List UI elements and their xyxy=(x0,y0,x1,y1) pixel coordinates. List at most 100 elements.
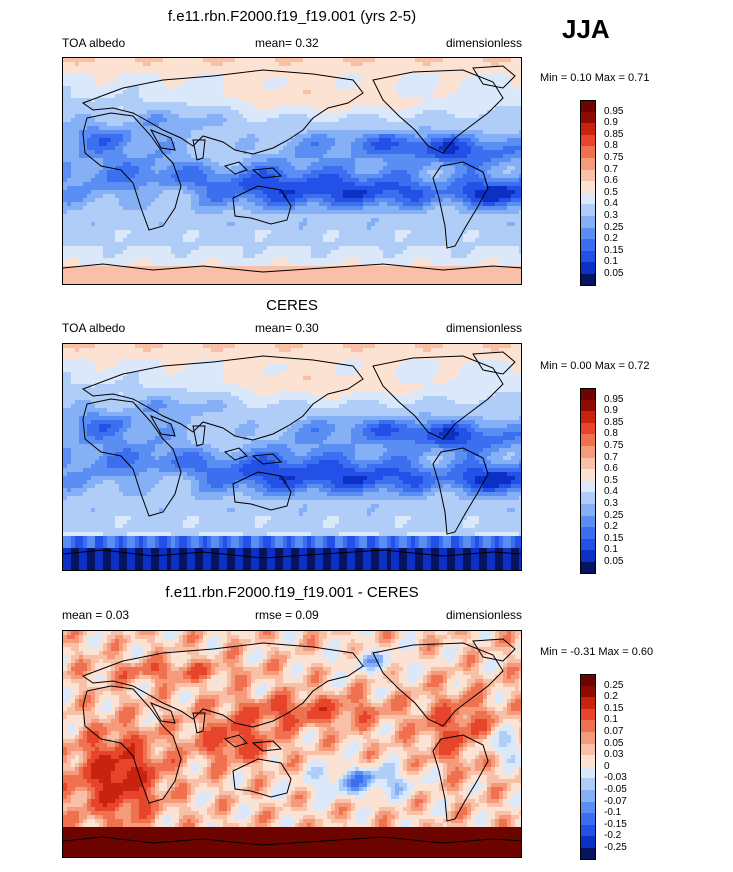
coastline xyxy=(232,471,292,511)
colorbar-tick-label: 0.6 xyxy=(604,463,618,475)
colorbar-box xyxy=(580,399,596,412)
coastline xyxy=(372,69,504,154)
coastline xyxy=(63,549,521,559)
colorbar-frame xyxy=(580,674,596,860)
coastline xyxy=(472,351,516,375)
colorbar-box xyxy=(580,446,596,459)
colorbar-box xyxy=(580,274,596,287)
coastline xyxy=(82,112,182,231)
colorbar-box xyxy=(580,411,596,424)
coastline xyxy=(372,355,504,440)
colorbar-tick-label: 0.25 xyxy=(604,679,624,691)
colorbar-box xyxy=(580,504,596,517)
map-field xyxy=(63,631,521,857)
colorbar-tick-label: -0.03 xyxy=(604,772,627,784)
colorbar-tick-label: 0.15 xyxy=(604,532,624,544)
colorbar-tick-label: -0.1 xyxy=(604,807,622,819)
colorbar-tick-label: 0.2 xyxy=(604,233,618,245)
colorbar-box xyxy=(580,216,596,229)
colorbar-box xyxy=(580,100,596,113)
colorbar-tick-label: 0 xyxy=(604,760,610,772)
colorbar-box xyxy=(580,227,596,240)
colorbar-box xyxy=(580,169,596,182)
colorbar-box xyxy=(580,836,596,849)
colorbar-tick-label: 0.95 xyxy=(604,105,624,117)
colorbar-box xyxy=(580,790,596,803)
coastline xyxy=(432,447,489,535)
coastline xyxy=(223,161,283,179)
coastline xyxy=(372,642,504,727)
map-field xyxy=(63,58,521,284)
colorbar-tick-label: 0.8 xyxy=(604,428,618,440)
colorbar-box xyxy=(580,515,596,528)
mean-label: mean= 0.32 xyxy=(255,36,319,50)
coastline xyxy=(472,638,516,662)
min-max-label: Min = 0.10 Max = 0.71 xyxy=(540,72,650,84)
colorbar-box xyxy=(580,708,596,721)
field-cells xyxy=(63,631,521,857)
coastline xyxy=(432,734,489,822)
colorbar-box xyxy=(580,685,596,698)
colorbar-tick-label: 0.5 xyxy=(604,474,618,486)
colorbar-tick-label: 0.07 xyxy=(604,726,624,737)
colorbar-frame xyxy=(580,100,596,286)
colorbar-box xyxy=(580,697,596,710)
colorbar-box xyxy=(580,778,596,791)
field-cells xyxy=(63,344,521,570)
colorbar-box xyxy=(580,743,596,756)
colorbar-box xyxy=(580,123,596,136)
colorbar-tick-label: -0.2 xyxy=(604,830,622,842)
variable-label: TOA albedo xyxy=(62,36,126,50)
coastline xyxy=(81,642,364,728)
colorbar-box xyxy=(580,158,596,171)
colorbar-tick-label: 0.4 xyxy=(604,486,618,498)
coastline xyxy=(149,129,206,161)
colorbar-tick-label: 0.15 xyxy=(604,244,624,256)
colorbar-tick-label: 0.1 xyxy=(604,714,618,726)
mean-label: mean= 0.30 xyxy=(255,321,319,335)
colorbar-box xyxy=(580,250,596,263)
field-cells xyxy=(63,58,521,284)
rmse-label: rmse = 0.09 xyxy=(255,608,319,622)
colorbar-frame xyxy=(580,388,596,574)
colorbar-box xyxy=(580,457,596,470)
coastline xyxy=(223,447,283,465)
coastline xyxy=(232,185,292,225)
colorbar-tick-label: 0.6 xyxy=(604,175,618,187)
colorbar-box xyxy=(580,492,596,505)
colorbar-tick-label: 0.9 xyxy=(604,117,618,129)
colorbar-tick-label: 0.3 xyxy=(604,210,618,221)
coastline xyxy=(82,685,182,804)
coastline xyxy=(82,398,182,517)
coastline xyxy=(81,69,364,155)
colorbar-box xyxy=(580,720,596,733)
colorbar-box xyxy=(580,480,596,493)
colorbar-tick-label: 0.3 xyxy=(604,498,618,509)
map-model xyxy=(62,57,522,285)
colorbar-box xyxy=(580,469,596,482)
colorbar-tick-label: 0.75 xyxy=(604,152,624,163)
colorbar-box xyxy=(580,755,596,768)
colorbar-box xyxy=(580,111,596,124)
colorbar-box xyxy=(580,181,596,194)
panel-title: CERES xyxy=(266,297,318,314)
coastline xyxy=(63,263,521,273)
colorbar-box xyxy=(580,204,596,217)
colorbar-tick-label: 0.4 xyxy=(604,198,618,210)
colorbar-tick-label: 0.9 xyxy=(604,405,618,417)
mean-label: mean = 0.03 xyxy=(62,608,130,622)
colorbar-tick-label: 0.05 xyxy=(604,268,624,279)
colorbar-tick-label: 0.85 xyxy=(604,416,624,428)
panel-title: f.e11.rbn.F2000.f19_f19.001 (yrs 2-5) xyxy=(167,8,417,25)
colorbar-box xyxy=(580,538,596,551)
min-max-label: Min = 0.00 Max = 0.72 xyxy=(540,360,650,372)
colorbar-box xyxy=(580,766,596,779)
coastline xyxy=(63,836,521,846)
map-field xyxy=(63,344,521,570)
colorbar-tick-label: 0.7 xyxy=(604,163,618,175)
colorbar-tick-label: 0.05 xyxy=(604,737,624,749)
map-obs xyxy=(62,343,522,571)
colorbar-tick-label: 0.7 xyxy=(604,451,618,463)
colorbar-tick-label: -0.05 xyxy=(604,784,627,795)
colorbar-box xyxy=(580,527,596,540)
